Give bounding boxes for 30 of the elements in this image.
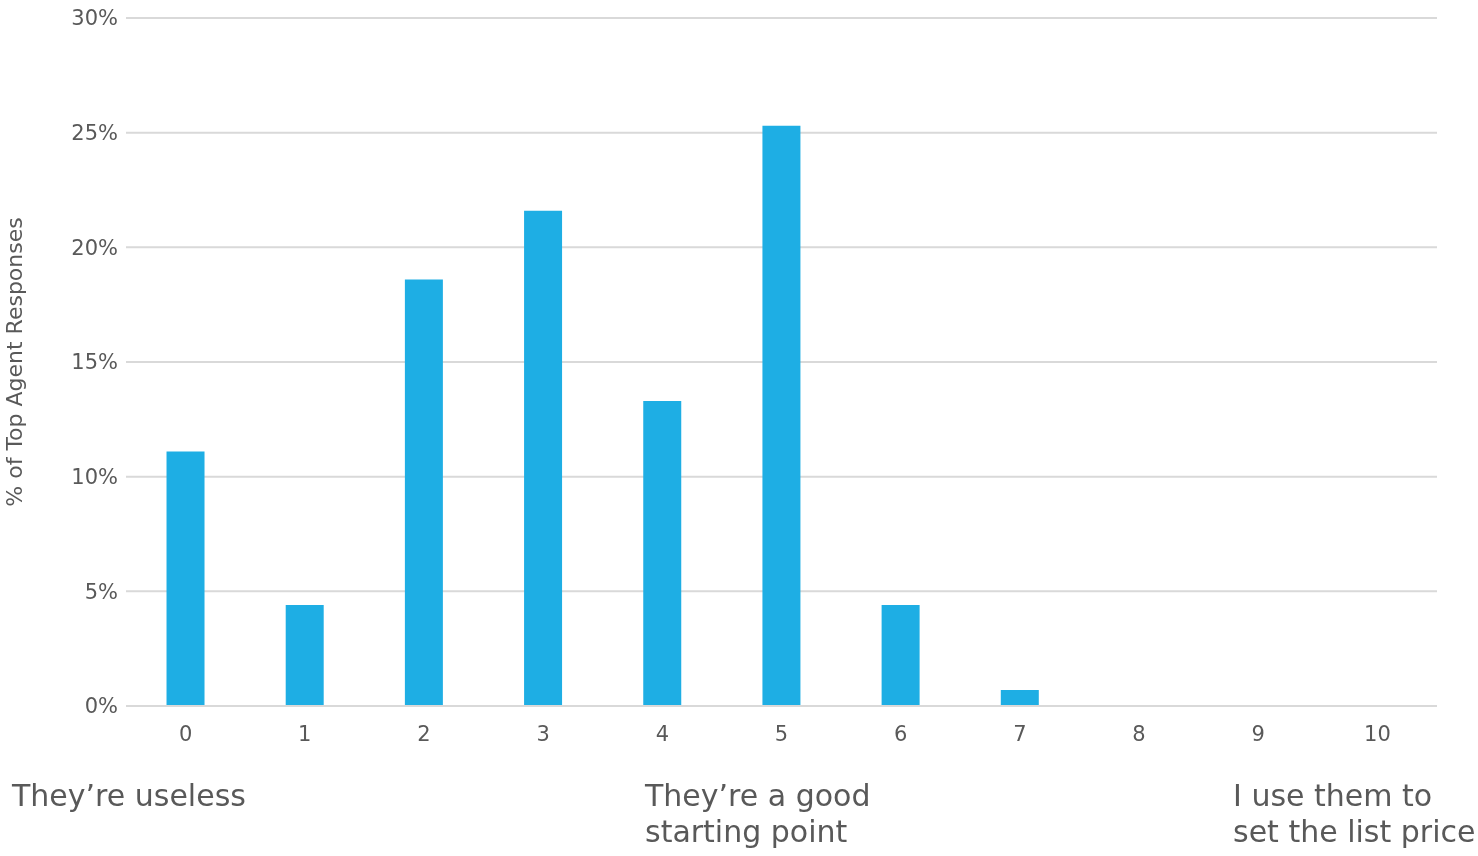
y-tick-label: 15% xyxy=(71,350,118,375)
x-tick-label: 9 xyxy=(1251,721,1265,746)
y-tick-label: 30% xyxy=(71,6,118,31)
bar xyxy=(404,279,443,706)
y-tick-label: 0% xyxy=(84,694,118,719)
bar xyxy=(881,605,920,706)
text: I use them to set the list price xyxy=(1233,778,1477,850)
x-tick-label: 7 xyxy=(1013,721,1027,746)
bar xyxy=(166,451,205,706)
bar xyxy=(285,605,324,706)
y-tick-label: 10% xyxy=(71,465,118,490)
x-tick-label: 2 xyxy=(417,721,431,746)
x-tick-label: 5 xyxy=(774,721,789,746)
x-tick-label: 6 xyxy=(893,721,908,746)
x-tick-label: 10 xyxy=(1364,721,1391,746)
text: They’re a good starting point xyxy=(645,778,872,850)
x-tick-label: 0 xyxy=(178,721,193,746)
y-tick-label: 20% xyxy=(71,235,118,260)
x-tick-label: 4 xyxy=(655,721,670,746)
bar xyxy=(762,125,801,706)
text: They’re useless xyxy=(12,778,247,814)
y-axis-title: % of Top Agent Responses xyxy=(1,217,27,507)
bar xyxy=(524,210,563,706)
x-tick-label: 8 xyxy=(1132,721,1146,746)
x-tick-label: 1 xyxy=(298,721,312,746)
bar xyxy=(1000,689,1039,706)
x-tick-label: 3 xyxy=(536,721,550,746)
bar xyxy=(643,400,682,706)
y-tick-label: 5% xyxy=(84,579,118,604)
y-tick-label: 25% xyxy=(71,121,118,146)
